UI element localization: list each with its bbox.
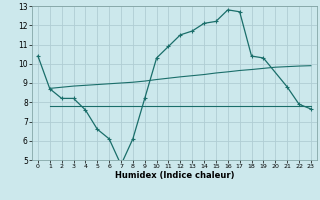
X-axis label: Humidex (Indice chaleur): Humidex (Indice chaleur) xyxy=(115,171,234,180)
